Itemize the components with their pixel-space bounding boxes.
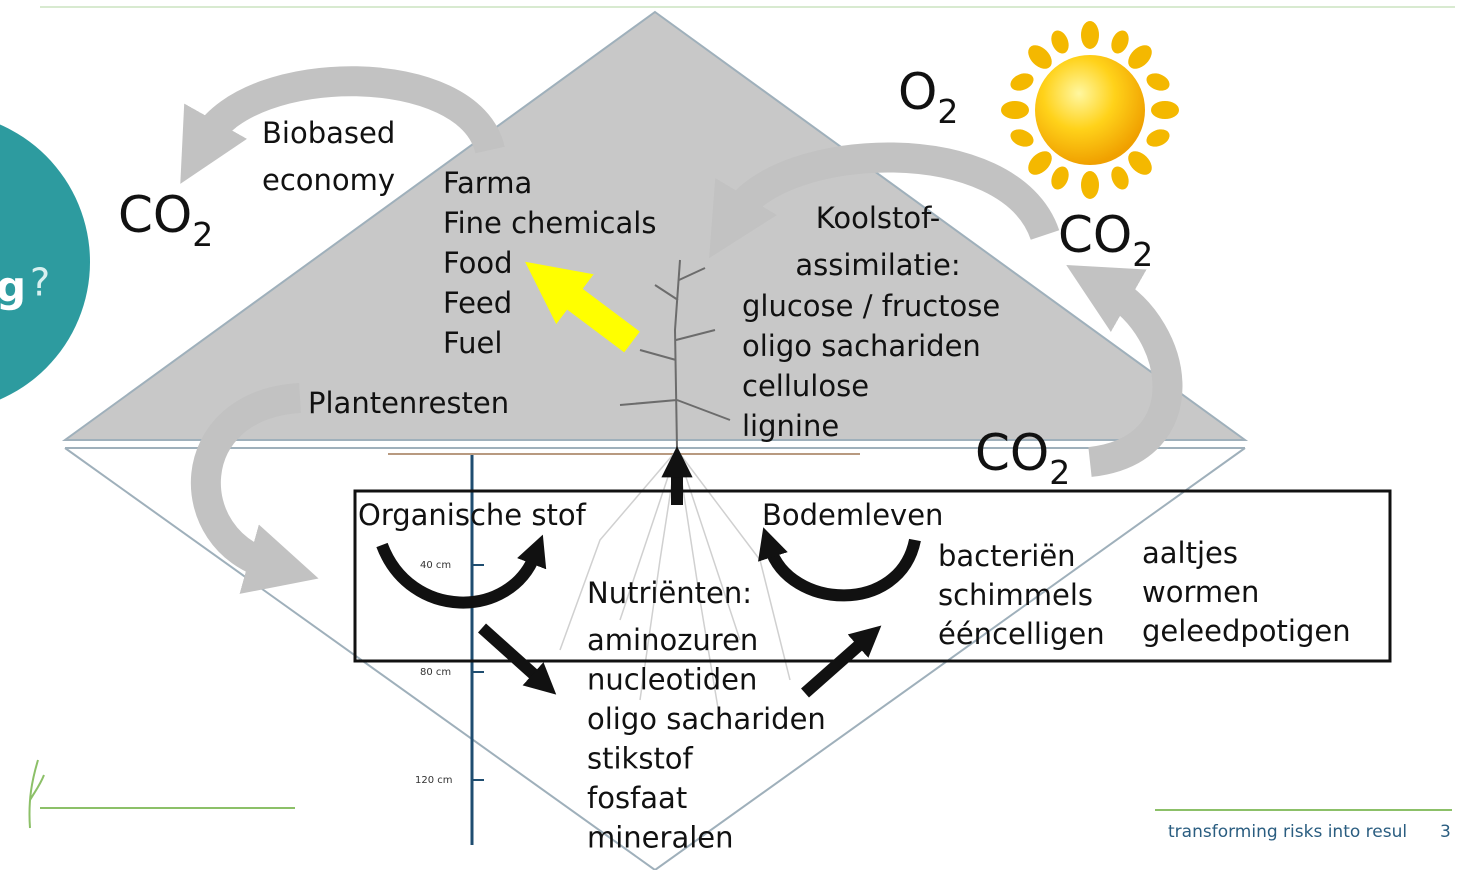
gas-formula: CO: [975, 424, 1049, 482]
product: Farma: [443, 166, 532, 200]
ray: [1108, 164, 1132, 192]
sun: [1001, 21, 1179, 199]
co2-right: CO2: [1058, 206, 1153, 274]
product: Fuel: [443, 326, 502, 360]
ray: [1081, 21, 1099, 49]
nutrient-item: mineralen: [587, 821, 734, 855]
nutrient-item: oligo sachariden: [587, 702, 826, 736]
organism: ééncelligen: [938, 617, 1105, 651]
gas-subscript: 2: [1132, 235, 1153, 274]
assimilation-title: assimilatie:: [795, 248, 960, 282]
assimilation-item: cellulose: [742, 369, 869, 403]
ray: [1108, 28, 1132, 56]
ray: [1048, 164, 1072, 192]
product: Feed: [443, 286, 512, 320]
organic-matter: Organische stof: [358, 498, 587, 532]
soil-life-cycle-arrow: [770, 540, 915, 595]
ruler-label: 120 cm: [415, 775, 453, 786]
nutrient-item: fosfaat: [587, 781, 687, 815]
organism: wormen: [1142, 575, 1259, 609]
ray: [1048, 28, 1072, 56]
assimilation-item: glucose / fructose: [742, 289, 1000, 323]
slide: {"circle":{"letter":"g","mark":"?"}, "ga…: [0, 0, 1464, 870]
ray: [1001, 101, 1029, 119]
biobased-label: economy: [262, 163, 395, 197]
mineralisation-arrow: [482, 628, 540, 680]
gas-formula: O: [898, 63, 937, 121]
gas-formula: CO: [118, 186, 192, 244]
ray: [1024, 147, 1057, 180]
ray: [1081, 171, 1099, 199]
ruler-label: 40 cm: [420, 560, 451, 571]
circle-mark: ?: [30, 261, 50, 305]
ray: [1151, 101, 1179, 119]
circle-letter: g: [0, 263, 26, 312]
ray: [1024, 41, 1057, 74]
organism: aaltjes: [1142, 536, 1238, 570]
assimilation-item: lignine: [742, 409, 839, 443]
ray: [1008, 70, 1036, 94]
nutrient-item: aminozuren: [587, 623, 758, 657]
nutrients-title: Nutriënten:: [587, 576, 752, 610]
logo-mark: [29, 760, 44, 828]
product: Food: [443, 246, 513, 280]
co2-left: CO2: [118, 186, 213, 254]
o2: O2: [898, 63, 958, 131]
organic-cycle-arrow: [382, 545, 535, 603]
diagram: g ? 40 cm 80 cm 120 cm CO2 O2 CO2 CO2 Bi…: [0, 0, 1464, 870]
soil-life: Bodemleven: [762, 498, 943, 532]
page-number: 3: [1440, 822, 1451, 842]
ruler-label: 80 cm: [420, 667, 451, 678]
organism: geleedpotigen: [1142, 614, 1351, 648]
ray: [1008, 126, 1036, 150]
gas-subscript: 2: [937, 92, 958, 131]
plant-residues: Plantenresten: [308, 386, 509, 420]
gas-subscript: 2: [1049, 453, 1070, 492]
ray: [1144, 70, 1172, 94]
assimilation-title: Koolstof-: [816, 201, 940, 235]
organism: schimmels: [938, 578, 1093, 612]
uptake-arrow: [805, 640, 865, 693]
ray: [1124, 41, 1157, 74]
gas-subscript: 2: [192, 215, 213, 254]
gas-formula: CO: [1058, 206, 1132, 264]
page: body{margin:0;width:1464px;height:870px;…: [0, 0, 1464, 870]
sun-disc: [1035, 55, 1145, 165]
organism: bacteriën: [938, 539, 1076, 573]
ray: [1144, 126, 1172, 150]
nutrient-item: stikstof: [587, 742, 694, 776]
biobased-label: Biobased: [262, 116, 395, 150]
nutrient-item: nucleotiden: [587, 663, 757, 697]
product: Fine chemicals: [443, 206, 656, 240]
footer-tagline: transforming risks into resul: [1168, 822, 1407, 842]
assimilation-item: oligo sachariden: [742, 329, 981, 363]
ray: [1124, 147, 1157, 180]
